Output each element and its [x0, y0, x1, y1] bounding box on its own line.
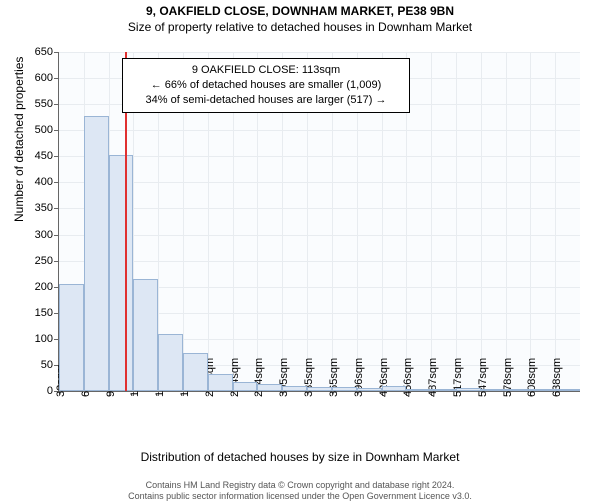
histogram-bar: [332, 387, 357, 391]
chart-area: 0501001502002503003504004505005506006503…: [58, 52, 580, 392]
y-tick-label: 500: [35, 124, 53, 136]
x-axis-title: Distribution of detached houses by size …: [0, 450, 600, 464]
y-tick-mark: [54, 156, 59, 157]
y-tick-label: 450: [35, 150, 53, 162]
footer-line-1: Contains HM Land Registry data © Crown c…: [0, 480, 600, 491]
gridline-v: [530, 52, 531, 391]
info-line-3: 34% of semi-detached houses are larger (…: [131, 93, 401, 108]
attribution-footer: Contains HM Land Registry data © Crown c…: [0, 480, 600, 503]
y-tick-mark: [54, 182, 59, 183]
y-tick-mark: [54, 208, 59, 209]
y-tick-label: 50: [41, 359, 53, 371]
y-tick-label: 350: [35, 202, 53, 214]
histogram-bar: [257, 384, 282, 391]
histogram-bar: [183, 353, 208, 391]
histogram-bar: [456, 388, 481, 391]
y-tick-label: 0: [47, 385, 53, 397]
gridline-v: [431, 52, 432, 391]
histogram-bar: [307, 387, 332, 391]
histogram-bar: [555, 389, 580, 391]
chart-subtitle: Size of property relative to detached ho…: [0, 20, 600, 34]
histogram-bar: [481, 389, 506, 391]
gridline-h: [59, 182, 580, 183]
x-tick-label: 365sqm: [328, 358, 340, 397]
y-tick-label: 600: [35, 72, 53, 84]
y-tick-label: 150: [35, 307, 53, 319]
histogram-bar: [133, 279, 158, 391]
y-tick-mark: [54, 52, 59, 53]
gridline-h: [59, 261, 580, 262]
gridline-v: [481, 52, 482, 391]
x-tick-label: 517sqm: [452, 358, 464, 397]
y-tick-label: 400: [35, 176, 53, 188]
x-tick-label: 578sqm: [502, 358, 514, 397]
histogram-bar: [431, 389, 456, 391]
y-axis-title: Number of detached properties: [12, 57, 26, 222]
histogram-bar: [59, 284, 84, 391]
gridline-h: [59, 52, 580, 53]
property-info-box: 9 OAKFIELD CLOSE: 113sqm ← 66% of detach…: [122, 58, 410, 113]
x-tick-label: 638sqm: [551, 358, 563, 397]
histogram-bar: [530, 389, 555, 391]
x-tick-label: 487sqm: [427, 358, 439, 397]
y-tick-mark: [54, 261, 59, 262]
gridline-v: [456, 52, 457, 391]
histogram-bar: [406, 389, 431, 391]
page-title: 9, OAKFIELD CLOSE, DOWNHAM MARKET, PE38 …: [0, 4, 600, 18]
y-tick-label: 100: [35, 333, 53, 345]
gridline-h: [59, 235, 580, 236]
x-tick-label: 274sqm: [253, 358, 265, 397]
info-line-2: ← 66% of detached houses are smaller (1,…: [131, 78, 401, 93]
histogram-bar: [357, 388, 382, 391]
histogram-bar: [382, 386, 407, 391]
y-tick-mark: [54, 130, 59, 131]
y-tick-mark: [54, 104, 59, 105]
gridline-h: [59, 130, 580, 131]
gridline-h: [59, 156, 580, 157]
x-tick-label: 305sqm: [278, 358, 290, 397]
y-tick-label: 200: [35, 281, 53, 293]
gridline-h: [59, 208, 580, 209]
histogram-bar: [282, 386, 307, 391]
histogram-bar: [84, 116, 109, 391]
info-line-1: 9 OAKFIELD CLOSE: 113sqm: [131, 63, 401, 78]
gridline-v: [506, 52, 507, 391]
x-tick-label: 456sqm: [402, 358, 414, 397]
y-tick-label: 250: [35, 255, 53, 267]
footer-line-2: Contains public sector information licen…: [0, 491, 600, 502]
y-tick-mark: [54, 235, 59, 236]
histogram-bar: [109, 155, 134, 391]
x-tick-label: 396sqm: [353, 358, 365, 397]
y-tick-label: 650: [35, 46, 53, 58]
histogram-bar: [506, 389, 531, 391]
y-tick-mark: [54, 78, 59, 79]
y-tick-label: 550: [35, 98, 53, 110]
x-tick-label: 608sqm: [526, 358, 538, 397]
histogram-bar: [158, 334, 183, 391]
gridline-v: [555, 52, 556, 391]
x-tick-label: 547sqm: [477, 358, 489, 397]
histogram-bar: [208, 374, 233, 391]
x-tick-label: 426sqm: [378, 358, 390, 397]
histogram-bar: [233, 382, 258, 391]
x-tick-label: 335sqm: [303, 358, 315, 397]
y-tick-label: 300: [35, 229, 53, 241]
